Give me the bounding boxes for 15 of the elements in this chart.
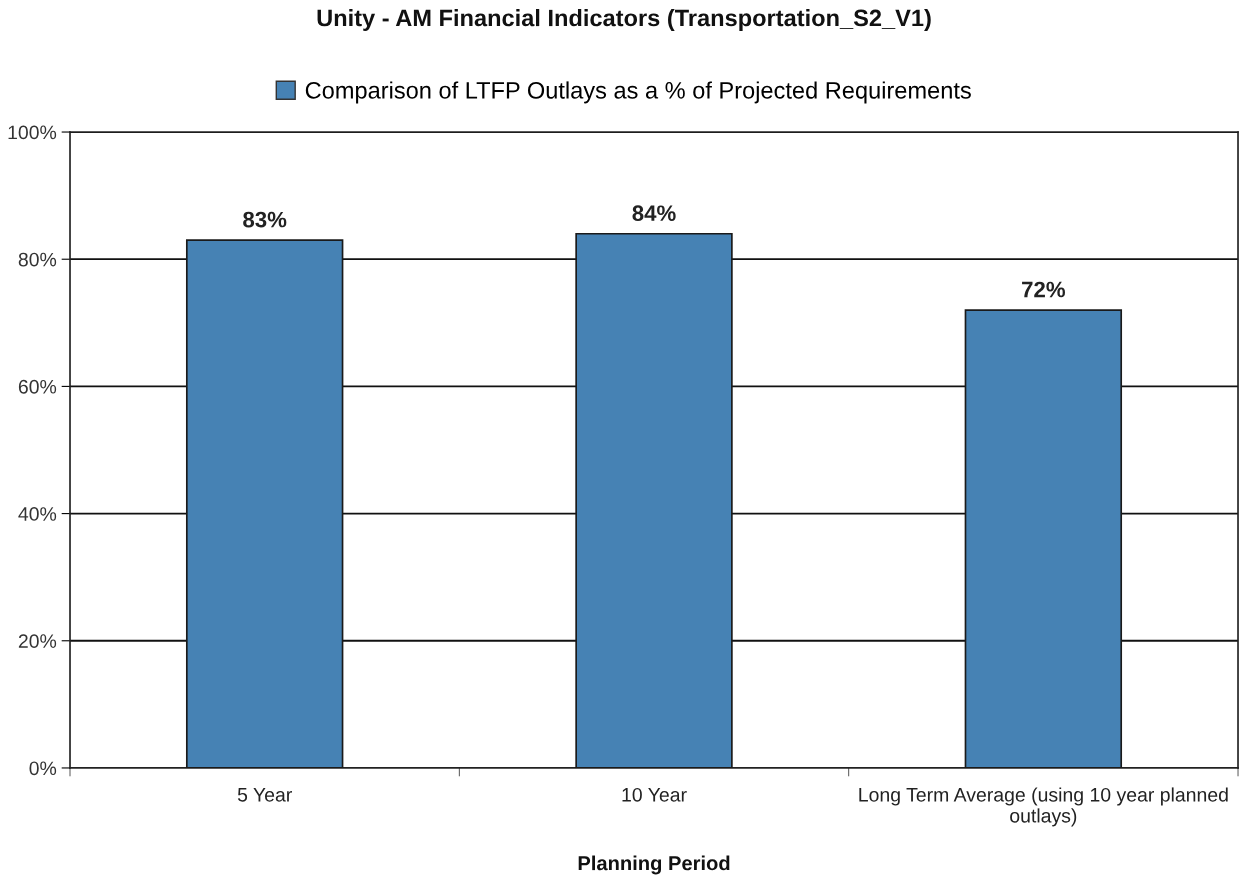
data-label: 83% — [243, 211, 287, 228]
data-label: 72% — [1022, 281, 1065, 298]
x-tick-label: 10 Year — [622, 787, 687, 802]
y-tick-label: 40% — [18, 507, 57, 521]
y-tick-label: 100% — [8, 125, 57, 140]
chart-title: Unity - AM Financial Indicators (Transportation_S2_V1) — [317, 9, 931, 32]
y-tick-label: 20% — [18, 634, 57, 649]
y-tick-label: 60% — [18, 379, 57, 394]
x-axis-title: Planning Period — [578, 855, 730, 875]
x-tick-label: Long Term Average (using 10 year planned outlays) — [859, 787, 1228, 827]
y-tick-label: 80% — [18, 252, 57, 267]
x-tick-label: 5 Year — [237, 788, 292, 802]
data-label: 84% — [632, 205, 676, 222]
legend-label: Comparison of LTFP Outlays as a % of Projected Requirements — [305, 81, 971, 104]
y-tick-label: 0% — [29, 761, 57, 776]
